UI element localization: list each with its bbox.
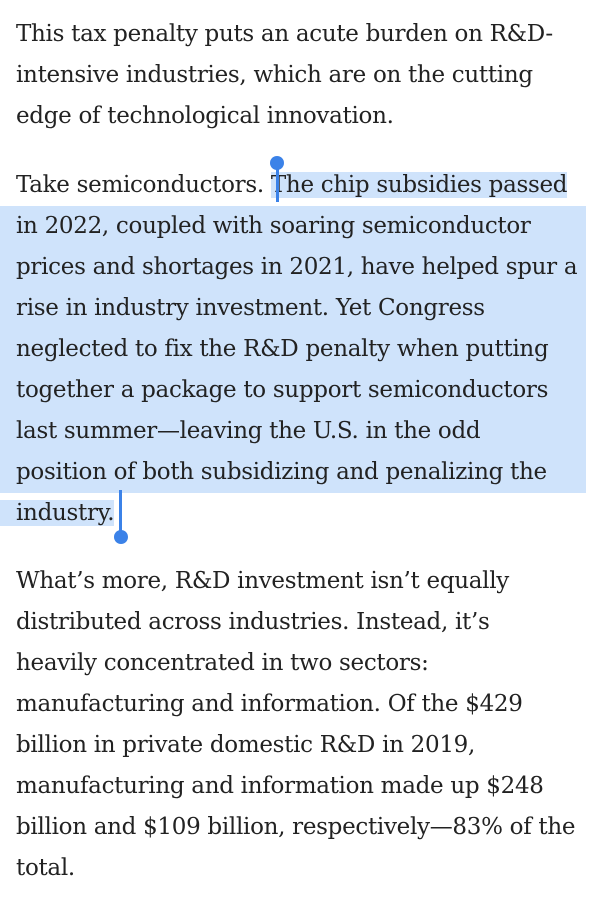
selected-text-line[interactable]: rise in industry investment. Yet Congres… — [0, 288, 586, 329]
text-line: intensive industries, which are on the c… — [16, 62, 533, 88]
paragraph-rd-distribution: What’s more, R&D investment isn’t equall… — [16, 561, 576, 889]
text-line: manufacturing and information. Of the $4… — [16, 691, 523, 717]
text-line: edge of technological innovation. — [16, 103, 394, 129]
text-line: billion in private domestic R&D in 2019, — [16, 732, 475, 758]
text-line: What’s more, R&D investment isn’t equall… — [16, 568, 509, 594]
selected-text-line[interactable]: together a package to support semiconduc… — [0, 370, 586, 411]
caret-line — [119, 490, 122, 534]
selected-text-line[interactable]: neglected to fix the R&D penalty when pu… — [0, 329, 586, 370]
handle-knob-icon[interactable] — [270, 156, 284, 170]
selected-text-line[interactable]: position of both subsidizing and penaliz… — [0, 452, 586, 493]
text-line: industry. — [0, 493, 586, 534]
selected-text[interactable]: The chip subsidies passed — [270, 172, 568, 198]
text-line: billion and $109 billion, respectively—8… — [16, 814, 576, 840]
text-line: This tax penalty puts an acute burden on… — [16, 21, 553, 47]
selected-text[interactable]: industry. — [0, 500, 115, 526]
text-line: total. — [16, 855, 75, 881]
selected-text-line[interactable]: prices and shortages in 2021, have helpe… — [0, 247, 586, 288]
text-line: distributed across industries. Instead, … — [16, 609, 490, 635]
selected-text-line[interactable]: last summer—leaving the U.S. in the odd — [0, 411, 586, 452]
selected-text-line[interactable]: in 2022, coupled with soaring semiconduc… — [0, 206, 586, 247]
paragraph-semiconductors[interactable]: Take semiconductors. The chip subsidies … — [0, 165, 586, 534]
handle-knob-icon[interactable] — [114, 530, 128, 544]
text-line: heavily concentrated in two sectors: — [16, 650, 429, 676]
paragraph-tax-penalty: This tax penalty puts an acute burden on… — [16, 14, 553, 137]
text-line: Take semiconductors. The chip subsidies … — [16, 165, 586, 206]
text-line: manufacturing and information made up $2… — [16, 773, 544, 799]
unselected-text: Take semiconductors. — [16, 172, 271, 198]
caret-line — [276, 164, 279, 202]
